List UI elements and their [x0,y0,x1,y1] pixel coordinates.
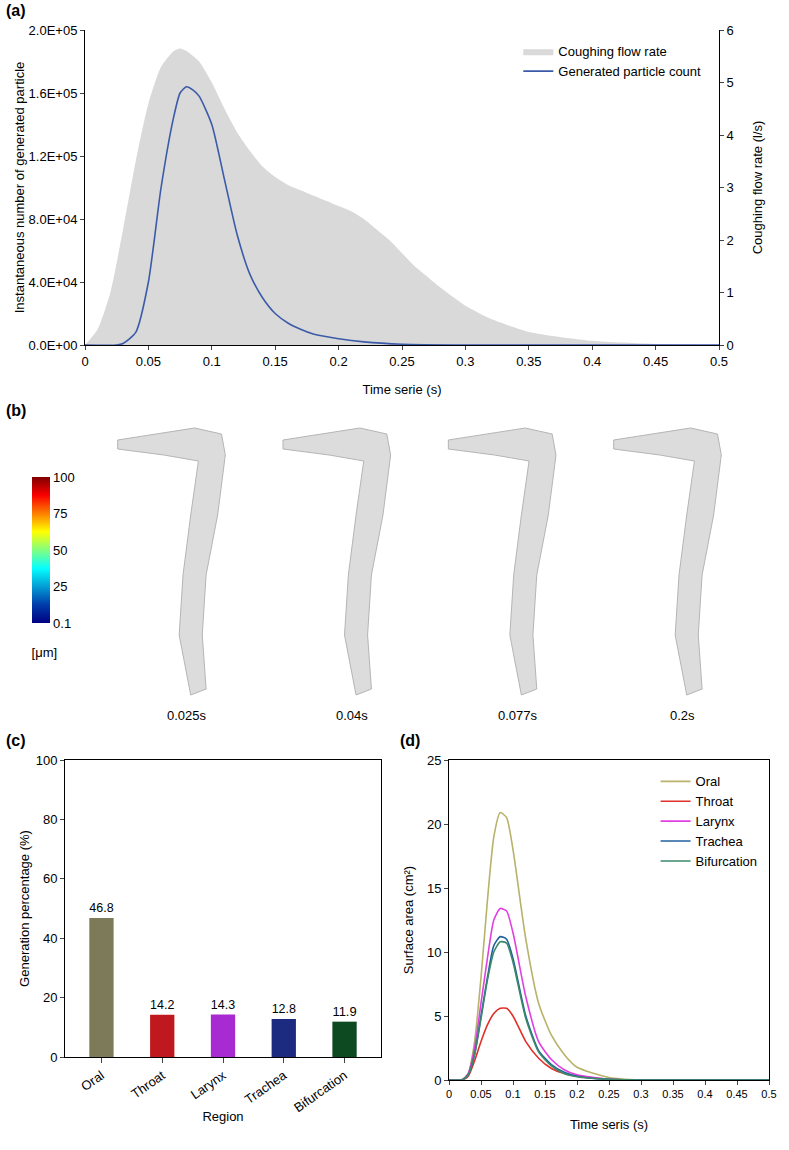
svg-text:6: 6 [727,23,734,38]
svg-text:1.6E+05: 1.6E+05 [29,86,78,101]
svg-text:0.25: 0.25 [389,354,414,369]
svg-text:0.5: 0.5 [710,354,728,369]
svg-text:1.2E+05: 1.2E+05 [29,149,78,164]
svg-text:0.15: 0.15 [534,1088,555,1100]
svg-text:0.1: 0.1 [53,616,71,631]
svg-text:[μm]: [μm] [32,645,58,660]
svg-text:46.8: 46.8 [89,901,113,915]
svg-text:Bifurcation: Bifurcation [291,1068,350,1116]
svg-text:Instantaneous number of genera: Instantaneous number of generated partic… [12,62,27,314]
svg-text:0: 0 [446,1088,452,1100]
svg-text:Throat: Throat [128,1067,168,1101]
svg-text:Coughing flow rate (l/s): Coughing flow rate (l/s) [750,121,765,255]
svg-text:Trachea: Trachea [696,834,744,849]
svg-text:15: 15 [427,881,441,896]
svg-text:25: 25 [427,753,441,768]
svg-text:0.3: 0.3 [633,1088,648,1100]
svg-text:0.35: 0.35 [662,1088,683,1100]
html-text:(a): (a) [6,2,26,19]
svg-text:0.2: 0.2 [569,1088,584,1100]
svg-text:75: 75 [53,506,67,521]
html-text:(c): (c) [6,732,26,749]
svg-text:50: 50 [53,543,67,558]
svg-text:0.1: 0.1 [203,354,221,369]
svg-text:14.2: 14.2 [150,998,174,1012]
svg-text:3: 3 [727,180,734,195]
svg-text:0: 0 [81,354,88,369]
html-text:(b): (b) [6,402,27,419]
svg-text:0.35: 0.35 [516,354,541,369]
svg-text:4.0E+04: 4.0E+04 [29,275,78,290]
svg-text:10: 10 [427,945,441,960]
svg-text:Trachea: Trachea [242,1067,290,1107]
svg-text:5: 5 [727,75,734,90]
svg-text:0.04s: 0.04s [336,708,368,723]
svg-text:Throat: Throat [696,794,734,809]
svg-text:0.45: 0.45 [726,1088,747,1100]
svg-text:5: 5 [434,1009,441,1024]
svg-text:12.8: 12.8 [272,1002,296,1016]
svg-text:0.5: 0.5 [761,1088,776,1100]
svg-text:0: 0 [727,338,734,353]
svg-text:Generation percentage (%): Generation percentage (%) [17,830,32,987]
svg-text:40: 40 [43,931,57,946]
svg-text:Region: Region [202,1109,243,1124]
svg-text:0.2: 0.2 [330,354,348,369]
svg-text:0.1: 0.1 [505,1088,520,1100]
svg-text:2.0E+05: 2.0E+05 [29,23,78,38]
svg-text:0.05: 0.05 [136,354,161,369]
svg-text:60: 60 [43,871,57,886]
svg-text:0.45: 0.45 [643,354,668,369]
svg-text:20: 20 [427,817,441,832]
svg-text:Larynx: Larynx [188,1067,229,1102]
svg-text:0: 0 [50,1050,57,1065]
svg-text:Bifurcation: Bifurcation [696,854,757,869]
svg-text:0.4: 0.4 [583,354,601,369]
svg-text:0.077s: 0.077s [498,708,538,723]
svg-text:20: 20 [43,990,57,1005]
svg-text:1: 1 [727,285,734,300]
svg-text:0.025s: 0.025s [167,708,207,723]
svg-text:4: 4 [727,128,734,143]
svg-text:0.15: 0.15 [263,354,288,369]
svg-text:0.0E+00: 0.0E+00 [29,338,78,353]
svg-text:Larynx: Larynx [696,814,736,829]
svg-text:2: 2 [727,233,734,248]
svg-text:0: 0 [434,1073,441,1088]
svg-text:11.9: 11.9 [332,1004,356,1019]
svg-text:Coughing flow rate: Coughing flow rate [558,44,666,59]
svg-text:Oral: Oral [78,1068,107,1094]
svg-text:Time serie (s): Time serie (s) [363,382,442,397]
svg-text:Generated particle count: Generated particle count [558,64,701,79]
html-text:(d): (d) [400,732,421,749]
svg-text:80: 80 [43,812,57,827]
svg-text:Surface area (cm²): Surface area (cm²) [401,866,416,974]
svg-text:0.4: 0.4 [697,1088,712,1100]
svg-text:0.3: 0.3 [456,354,474,369]
svg-text:25: 25 [53,579,67,594]
svg-text:0.25: 0.25 [598,1088,619,1100]
svg-text:100: 100 [53,470,75,485]
svg-text:0.2s: 0.2s [670,708,695,723]
svg-text:8.0E+04: 8.0E+04 [29,212,78,227]
svg-text:Time seris (s): Time seris (s) [570,1117,648,1132]
svg-text:100: 100 [36,753,58,768]
svg-text:0.05: 0.05 [470,1088,491,1100]
svg-text:Oral: Oral [696,774,721,789]
svg-text:14.3: 14.3 [211,998,235,1012]
